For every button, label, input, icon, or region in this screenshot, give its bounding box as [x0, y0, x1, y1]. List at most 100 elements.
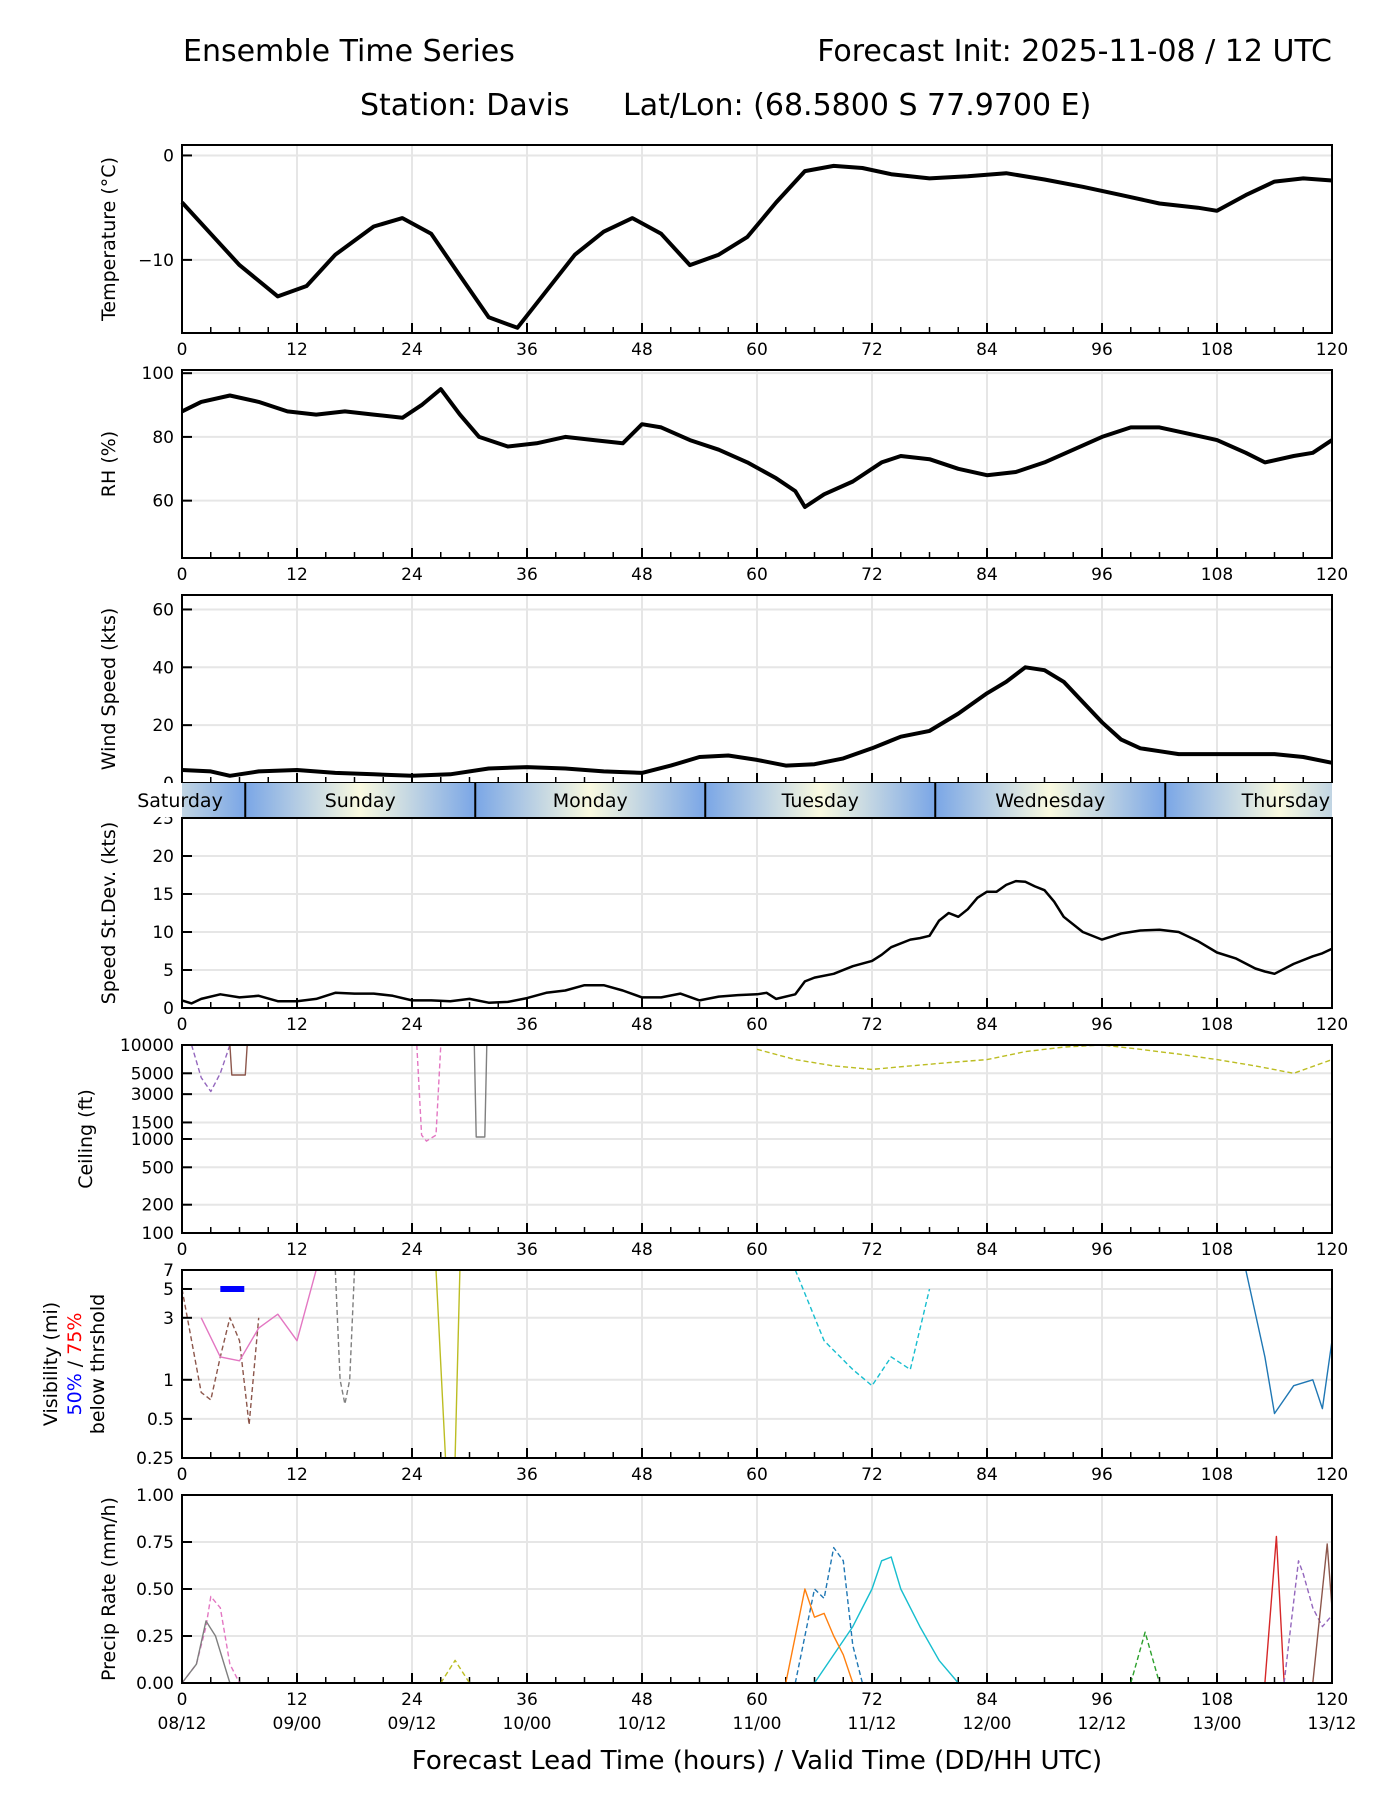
y-tick-label: 500 — [142, 1158, 174, 1178]
series-line — [1245, 1269, 1333, 1415]
series-line — [416, 1044, 442, 1142]
x-tick-label: 72 — [861, 1015, 883, 1035]
y-tick-label: 5 — [163, 1280, 174, 1300]
series-line — [200, 1269, 317, 1362]
x-tick-label: 36 — [516, 565, 538, 585]
day-segment — [935, 783, 1166, 817]
series-line — [473, 1044, 488, 1138]
x-tick-label: 60 — [746, 340, 768, 360]
x-tick-label: 60 — [746, 565, 768, 585]
x-tick-label: 0 — [177, 1240, 188, 1260]
day-segment — [245, 783, 476, 817]
x-tick-label: 96 — [1091, 1465, 1113, 1485]
x-tick-label: 24 — [401, 1690, 423, 1710]
x-tick-label: 48 — [631, 1465, 653, 1485]
forecast-init: Forecast Init: 2025-11-08 / 12 UTC — [817, 34, 1332, 69]
y-tick-label: 0.25 — [136, 1449, 174, 1469]
x-axis-label: Forecast Lead Time (hours) / Valid Time … — [412, 1746, 1102, 1776]
x-tick-label: 72 — [861, 1690, 883, 1710]
y-tick-label: 10000 — [120, 1036, 174, 1056]
x-tick-label: 96 — [1091, 1240, 1113, 1260]
y-tick-label: 0.25 — [136, 1627, 174, 1647]
x-tick-label: 12 — [286, 340, 308, 360]
panel-rh: 60 80 100 0 12 24 36 48 60 72 84 96 108 120 RH (%) — [98, 364, 1348, 585]
x-tick-label: 12 — [286, 1465, 308, 1485]
x-tick-label: 12 — [286, 1240, 308, 1260]
x-tick-label: 120 — [1316, 340, 1348, 360]
y-axis-label: RH (%) — [98, 431, 120, 497]
x-date-label: 13/00 — [1193, 1714, 1242, 1734]
x-tick-label: 96 — [1091, 1015, 1113, 1035]
series-line — [180, 163, 1333, 330]
y-tick-label: 1.00 — [136, 1486, 174, 1506]
station-name: Station: Davis — [360, 88, 570, 123]
threshold-50-label: 50% — [64, 1373, 86, 1415]
x-date-label: 12/00 — [963, 1714, 1012, 1734]
y-axis-label: Speed St.Dev. (kts) — [98, 822, 120, 1005]
band-mask — [0, 783, 182, 817]
x-tick-label: 24 — [401, 565, 423, 585]
y-tick-label: −10 — [138, 251, 174, 271]
y-tick-label: 5000 — [131, 1064, 174, 1084]
x-tick-label: 120 — [1316, 565, 1348, 585]
x-tick-label: 12 — [286, 565, 308, 585]
series-line — [181, 1620, 231, 1684]
series-line — [181, 1595, 241, 1684]
series-line — [334, 1269, 356, 1405]
y-tick-label: 60 — [152, 492, 174, 512]
day-label: Sunday — [325, 790, 396, 812]
panel-precip: 0.00 0.25 0.50 0.75 1.00 0 08/12 12 09/00 24 09/12… — [98, 1486, 1357, 1776]
x-tick-label: 12 — [286, 1690, 308, 1710]
y-tick-label: 0.5 — [147, 1410, 174, 1430]
y-axis-label: Visibility (mi) — [40, 1302, 62, 1426]
series-line — [794, 1546, 864, 1684]
series-line — [794, 1269, 931, 1387]
x-tick-label: 72 — [861, 565, 883, 585]
x-tick-label: 60 — [746, 1240, 768, 1260]
x-tick-label: 120 — [1316, 1240, 1348, 1260]
panel-temperature: 0 −10 0 12 24 36 48 60 72 84 96 108 120 Temperature (… — [98, 144, 1348, 360]
x-tick-label: 108 — [1201, 1465, 1233, 1485]
y-tick-label: 0.50 — [136, 1580, 174, 1600]
x-tick-label: 48 — [631, 565, 653, 585]
y-tick-label: 20 — [152, 847, 174, 867]
x-date-label: 12/12 — [1078, 1714, 1127, 1734]
y-tick-label: 40 — [152, 658, 174, 678]
day-label: Wednesday — [995, 790, 1105, 812]
x-tick-label: 72 — [861, 1465, 883, 1485]
x-date-label: 08/12 — [158, 1714, 207, 1734]
x-tick-label: 96 — [1091, 565, 1113, 585]
x-tick-label: 84 — [976, 340, 998, 360]
x-tick-label: 48 — [631, 340, 653, 360]
day-label: Monday — [553, 790, 628, 812]
series-line — [785, 1588, 854, 1684]
day-band: Saturday Sunday Monday Tuesday Wednesday Thur… — [0, 783, 1400, 817]
x-tick-label: 96 — [1091, 1690, 1113, 1710]
series-line — [1312, 1543, 1333, 1684]
y-tick-label: 7 — [163, 1261, 174, 1281]
x-tick-label: 84 — [976, 1015, 998, 1035]
y-axis-label: Wind Speed (kts) — [98, 608, 120, 771]
x-tick-label: 108 — [1201, 340, 1233, 360]
y-tick-label: 3000 — [131, 1085, 174, 1105]
x-date-label: 13/12 — [1308, 1714, 1357, 1734]
series-line — [181, 879, 1333, 1005]
y-axis-label-line3: below thrshold — [87, 1294, 109, 1434]
series-line — [1264, 1535, 1285, 1684]
x-tick-label: 84 — [976, 1465, 998, 1485]
y-tick-label: 10 — [152, 923, 174, 943]
series-line — [756, 1044, 1333, 1075]
y-tick-label: 0 — [163, 999, 174, 1019]
x-tick-label: 36 — [516, 340, 538, 360]
x-tick-label: 0 — [177, 565, 188, 585]
threshold-sep: / — [64, 1355, 86, 1373]
band-mask — [1332, 783, 1400, 817]
series-line — [181, 387, 1334, 509]
x-tick-label: 108 — [1201, 1240, 1233, 1260]
y-tick-label: 100 — [142, 364, 174, 384]
day-label: Saturday — [137, 790, 223, 812]
x-tick-label: 24 — [401, 1240, 423, 1260]
x-tick-label: 0 — [177, 1690, 188, 1710]
